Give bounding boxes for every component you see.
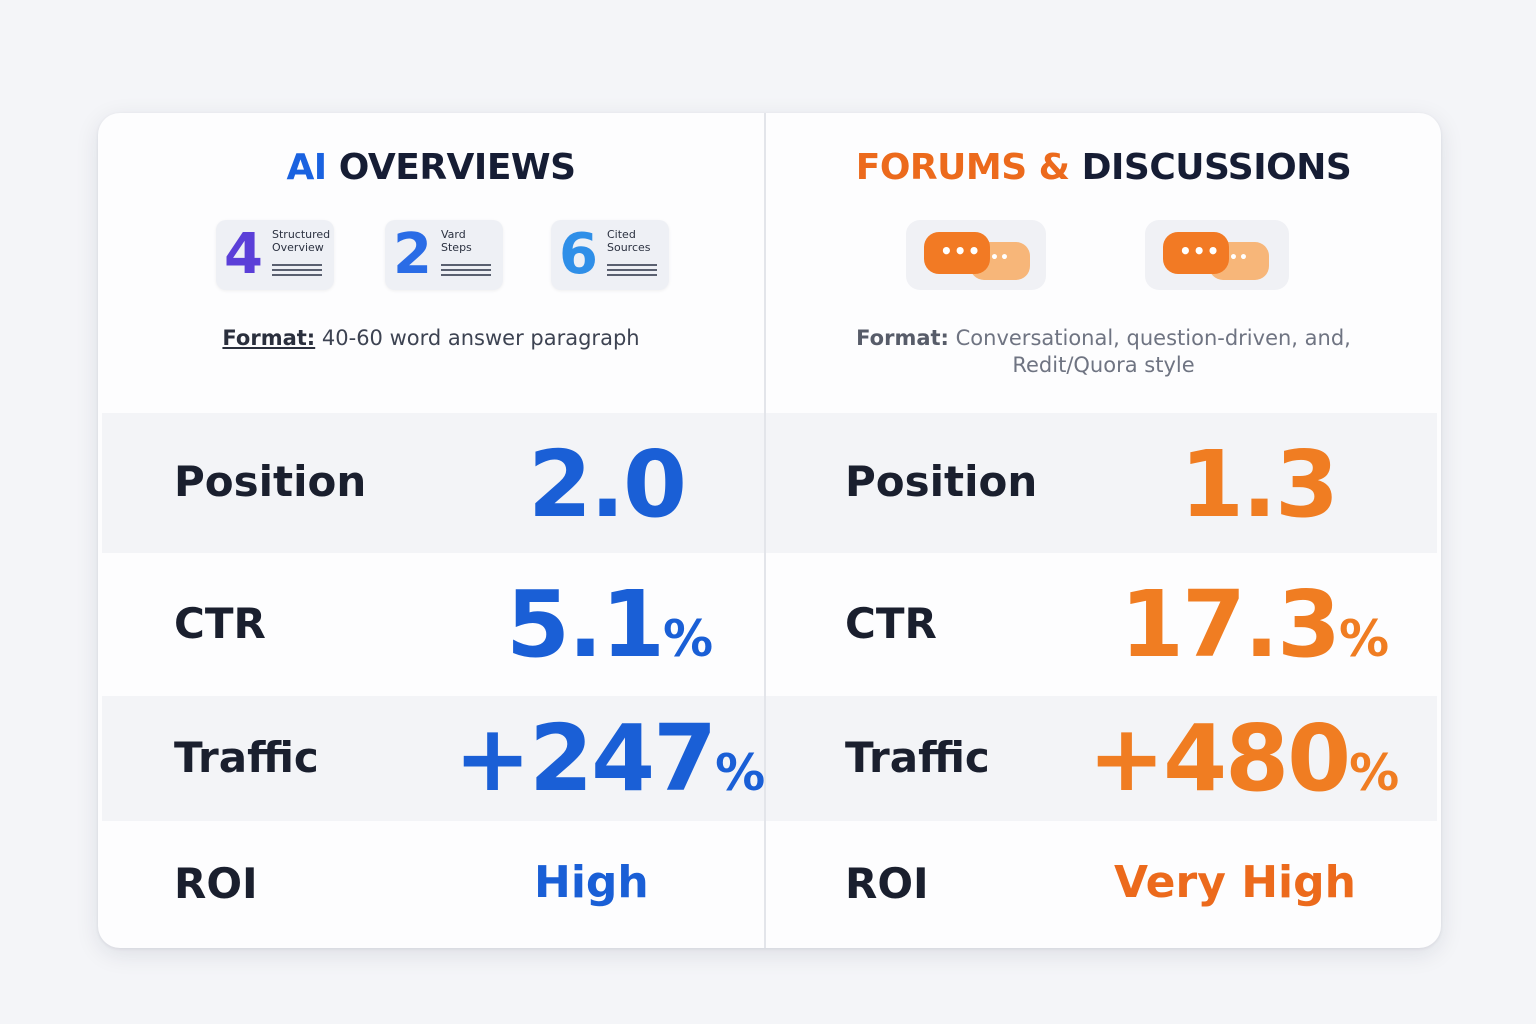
right-roi-value: Very High [1114,857,1356,908]
right-title-accent: FORUMS & [855,147,1070,188]
icon-number: 2 [393,222,432,287]
left-roi-label: ROI [174,859,258,908]
cited-sources-icon: 6 Cited Sources [551,220,669,290]
comparison-card: AI OVERVIEWS 4 Structured Overview 2 Var… [98,113,1441,948]
steps-icon: 2 Vard Steps [385,220,503,290]
format-label: Format: [856,326,949,350]
left-title: AI OVERVIEWS [98,147,764,188]
icon-label-top: Cited [607,228,636,241]
left-position-value: 2.0 [528,431,687,538]
chat-bubbles-icon: •• ••• [1145,220,1289,290]
structured-overview-icon: 4 Structured Overview [216,220,334,290]
icon-label-bottom: Sources [607,241,651,254]
left-format: Format: 40-60 word answer paragraph [98,325,764,352]
right-roi-label: ROI [845,859,929,908]
chat-bubbles-icon: •• ••• [906,220,1046,290]
right-ctr-value: 17.3% [1120,571,1390,678]
left-position-label: Position [174,457,367,506]
format-text: 40-60 word answer paragraph [321,326,640,350]
left-title-rest: OVERVIEWS [338,147,576,188]
right-position-label: Position [845,457,1038,506]
icon-number: 4 [224,222,263,287]
left-traffic-label: Traffic [174,733,319,782]
right-traffic-value: +480% [1088,705,1400,812]
column-divider [764,113,766,948]
left-title-accent: AI [286,147,327,188]
format-label: Format: [222,326,316,350]
right-format: Format: Conversational, question-driven,… [766,325,1441,379]
text-lines-icon [441,264,491,279]
left-ctr-value: 5.1% [506,571,714,678]
icon-label-bottom: Overview [272,241,324,254]
icon-label-top: Structured [272,228,331,241]
icon-number: 6 [559,222,598,287]
left-ctr-label: CTR [174,599,266,648]
format-text-line1: Conversational, question-driven, and, [955,326,1351,350]
right-title: FORUMS & DISCUSSIONS [766,147,1441,188]
right-position-value: 1.3 [1180,431,1339,538]
text-lines-icon [272,264,322,279]
format-text-line2: Redit/Quora style [1012,353,1195,377]
icon-label-top: Vard [441,228,466,241]
text-lines-icon [607,264,657,279]
left-roi-value: High [534,857,649,908]
right-title-rest: DISCUSSIONS [1081,147,1352,188]
traffic-row-band [102,696,1437,821]
right-traffic-label: Traffic [845,733,990,782]
icon-label-bottom: Steps [441,241,472,254]
right-ctr-label: CTR [845,599,937,648]
left-traffic-value: +247% [454,705,766,812]
position-row-band [102,413,1437,553]
